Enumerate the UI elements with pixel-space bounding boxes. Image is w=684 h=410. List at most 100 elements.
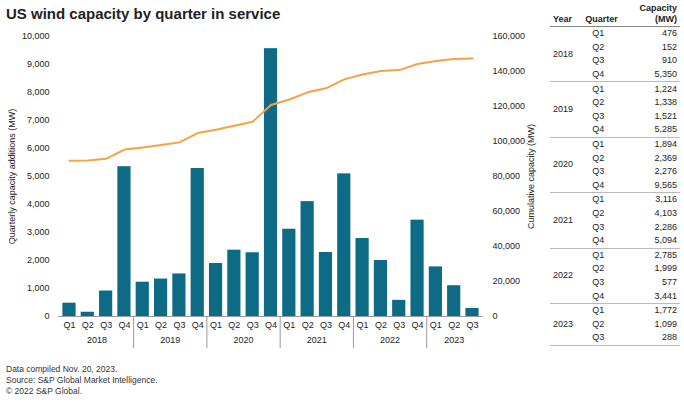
svg-text:Q4: Q4 xyxy=(118,320,130,330)
svg-text:120,000: 120,000 xyxy=(493,101,526,111)
svg-text:Q2: Q2 xyxy=(228,320,240,330)
html-text:1,224: 1,224 xyxy=(654,83,677,94)
html-text:288: 288 xyxy=(662,332,677,343)
svg-text:7,000: 7,000 xyxy=(27,115,50,125)
svg-text:160,000: 160,000 xyxy=(493,31,526,41)
html-text:2019: 2019 xyxy=(553,104,573,115)
html-text:Q4: Q4 xyxy=(592,69,605,80)
html-text:Q2: Q2 xyxy=(592,152,605,163)
svg-text:Quarterly capacity additions (: Quarterly capacity additions (MW) xyxy=(7,109,17,245)
svg-text:100,000: 100,000 xyxy=(493,136,526,146)
html-text:2,276: 2,276 xyxy=(654,166,677,177)
html-text:2,785: 2,785 xyxy=(654,249,677,260)
svg-text:2021: 2021 xyxy=(307,335,327,345)
svg-text:Q1: Q1 xyxy=(63,320,75,330)
svg-text:140,000: 140,000 xyxy=(493,66,526,76)
html-text:Q1: Q1 xyxy=(592,305,605,316)
svg-text:3,000: 3,000 xyxy=(27,227,50,237)
html-text:9,565: 9,565 xyxy=(654,179,677,190)
svg-text:Q4: Q4 xyxy=(192,320,204,330)
svg-text:Q3: Q3 xyxy=(467,320,479,330)
svg-text:Q1: Q1 xyxy=(357,320,369,330)
svg-text:1,000: 1,000 xyxy=(27,283,50,293)
html-text:US wind capacity by quarter in: US wind capacity by quarter in service xyxy=(6,5,281,22)
html-text:Q2: Q2 xyxy=(592,318,605,329)
html-text:Q4: Q4 xyxy=(592,179,605,190)
html-text:3,116: 3,116 xyxy=(655,194,677,205)
svg-text:2022: 2022 xyxy=(380,335,400,345)
html-text:Q1: Q1 xyxy=(592,249,605,260)
svg-text:2019: 2019 xyxy=(160,335,180,345)
svg-text:Q3: Q3 xyxy=(393,320,405,330)
svg-text:80,000: 80,000 xyxy=(493,171,521,181)
html-text:Q2: Q2 xyxy=(592,97,605,108)
html-text:Q3: Q3 xyxy=(592,221,605,232)
svg-text:0: 0 xyxy=(44,311,49,321)
html-text:Q3: Q3 xyxy=(592,166,605,177)
svg-text:Q2: Q2 xyxy=(302,320,314,330)
svg-text:8,000: 8,000 xyxy=(27,87,50,97)
svg-text:Q1: Q1 xyxy=(210,320,222,330)
svg-text:2,000: 2,000 xyxy=(27,255,50,265)
html-text:476: 476 xyxy=(662,28,677,39)
html-text:Q2: Q2 xyxy=(592,263,605,274)
svg-text:2023: 2023 xyxy=(444,335,464,345)
html-text:Q4: Q4 xyxy=(592,124,605,135)
html-text:910: 910 xyxy=(662,55,677,66)
html-text:1,338: 1,338 xyxy=(654,97,677,108)
svg-text:Q1: Q1 xyxy=(283,320,295,330)
html-text:Q1: Q1 xyxy=(592,83,605,94)
svg-text:Q3: Q3 xyxy=(173,320,185,330)
svg-text:Q3: Q3 xyxy=(247,320,259,330)
html-text:Q2: Q2 xyxy=(592,41,605,52)
html-text:152: 152 xyxy=(662,41,677,52)
svg-text:4,000: 4,000 xyxy=(27,199,50,209)
svg-text:Cumulative capacity (MW): Cumulative capacity (MW) xyxy=(526,124,536,229)
svg-text:2020: 2020 xyxy=(234,335,254,345)
svg-text:40,000: 40,000 xyxy=(493,241,521,251)
html-text:2020: 2020 xyxy=(553,159,573,170)
html-text:1,099: 1,099 xyxy=(654,318,677,329)
svg-text:Q2: Q2 xyxy=(448,320,460,330)
svg-text:Q2: Q2 xyxy=(155,320,167,330)
svg-text:Q4: Q4 xyxy=(412,320,424,330)
svg-text:9,000: 9,000 xyxy=(27,59,50,69)
svg-text:2018: 2018 xyxy=(87,335,107,345)
svg-text:Q2: Q2 xyxy=(82,320,94,330)
svg-text:Q4: Q4 xyxy=(338,320,350,330)
html-text:2,286: 2,286 xyxy=(654,221,677,232)
svg-text:6,000: 6,000 xyxy=(27,143,50,153)
html-text:2018: 2018 xyxy=(553,48,573,59)
html-text:2021: 2021 xyxy=(553,214,573,225)
html-text:2022: 2022 xyxy=(553,270,573,281)
html-text:5,094: 5,094 xyxy=(654,235,677,246)
html-text:Q3: Q3 xyxy=(592,110,605,121)
svg-text:Q3: Q3 xyxy=(320,320,332,330)
html-text:2023: 2023 xyxy=(553,318,573,329)
html-text:1,999: 1,999 xyxy=(654,263,677,274)
svg-text:60,000: 60,000 xyxy=(493,206,521,216)
html-text:Q4: Q4 xyxy=(592,290,605,301)
svg-text:10,000: 10,000 xyxy=(22,31,50,41)
svg-text:20,000: 20,000 xyxy=(493,276,521,286)
html-text:Q4: Q4 xyxy=(592,235,605,246)
html-text:Q1: Q1 xyxy=(592,194,605,205)
html-text:Year: Year xyxy=(553,14,572,24)
html-text:5,285: 5,285 xyxy=(654,124,677,135)
html-text:Q3: Q3 xyxy=(592,55,605,66)
html-text:Q1: Q1 xyxy=(592,28,605,39)
svg-text:Q4: Q4 xyxy=(265,320,277,330)
svg-text:Q1: Q1 xyxy=(430,320,442,330)
svg-text:Q2: Q2 xyxy=(375,320,387,330)
svg-text:0: 0 xyxy=(493,311,498,321)
html-text:1,772: 1,772 xyxy=(654,305,677,316)
html-text:Q3: Q3 xyxy=(592,332,605,343)
svg-text:Q3: Q3 xyxy=(100,320,112,330)
html-text:1,521: 1,521 xyxy=(654,110,677,121)
html-text:5,350: 5,350 xyxy=(654,69,677,80)
svg-text:Q1: Q1 xyxy=(137,320,149,330)
html-text:2,369: 2,369 xyxy=(654,152,677,163)
html-text:3,441: 3,441 xyxy=(654,290,677,301)
html-text:Capacity (MW): Capacity (MW) xyxy=(639,3,677,24)
svg-text:5,000: 5,000 xyxy=(27,171,50,181)
